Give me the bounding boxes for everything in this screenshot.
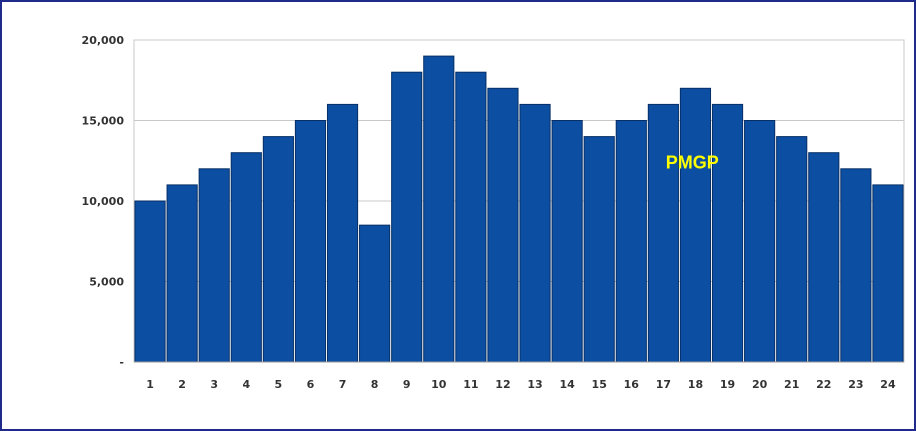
x-tick-label: 17 [656, 378, 671, 391]
bar-21 [776, 136, 808, 363]
y-tick-label: 5,000 [89, 276, 124, 289]
x-tick-label: 24 [880, 378, 896, 391]
y-tick-label: 10,000 [82, 195, 125, 208]
x-tick-label: 5 [275, 378, 283, 391]
bar-24 [872, 184, 904, 363]
x-tick-label: 21 [784, 378, 799, 391]
x-tick-label: 14 [559, 378, 575, 391]
bar-14 [551, 120, 583, 363]
x-tick-label: 20 [752, 378, 768, 391]
y-tick-label: - [119, 356, 124, 369]
bar-4 [230, 152, 262, 363]
x-tick-label: 7 [339, 378, 347, 391]
bar-5 [262, 136, 294, 363]
bars [134, 55, 904, 363]
x-tick-label: 10 [431, 378, 447, 391]
x-tick-label: 4 [242, 378, 250, 391]
x-tick-label: 6 [307, 378, 315, 391]
x-tick-labels: 1 2 3 4 5 6 7 8 9 10 11 12 13 14 15 16 17 18 19 20 21 22 23 24 [146, 378, 896, 391]
x-tick-label: 1 [146, 378, 154, 391]
x-tick-label: 9 [403, 378, 411, 391]
y-tick-label: 15,000 [82, 115, 125, 128]
bar-8 [359, 224, 391, 363]
x-tick-label: 19 [720, 378, 735, 391]
bar-13 [519, 103, 551, 363]
x-tick-label: 2 [178, 378, 186, 391]
bar-18 [679, 87, 712, 363]
x-tick-label: 15 [592, 378, 607, 391]
bar-19 [711, 103, 744, 363]
x-tick-label: 8 [371, 378, 379, 391]
bar-23 [840, 168, 872, 363]
x-tick-label: 23 [848, 378, 863, 391]
bar-6 [294, 120, 327, 363]
x-tick-label: 18 [688, 378, 703, 391]
bar-20 [744, 120, 776, 363]
bar-16 [615, 120, 647, 363]
x-tick-label: 16 [624, 378, 640, 391]
bar-17 [647, 103, 679, 363]
y-tick-labels: - 5,000 10,000 15,000 20,000 [82, 34, 125, 369]
bar-11 [455, 71, 487, 363]
bar-3 [198, 168, 230, 363]
x-tick-label: 12 [495, 378, 510, 391]
chart-annotation: PMGP [666, 152, 719, 172]
bar-1 [134, 200, 166, 363]
bar-7 [326, 103, 359, 363]
bar-12 [487, 87, 519, 363]
y-tick-label: 20,000 [82, 34, 125, 47]
bar-2 [166, 184, 198, 363]
bar-22 [808, 152, 840, 363]
bar-15 [583, 136, 615, 363]
bar-10 [423, 55, 455, 363]
x-tick-label: 11 [463, 378, 478, 391]
x-tick-label: 3 [210, 378, 218, 391]
x-tick-label: 13 [527, 378, 542, 391]
x-tick-label: 22 [816, 378, 831, 391]
bar-9 [391, 71, 423, 363]
